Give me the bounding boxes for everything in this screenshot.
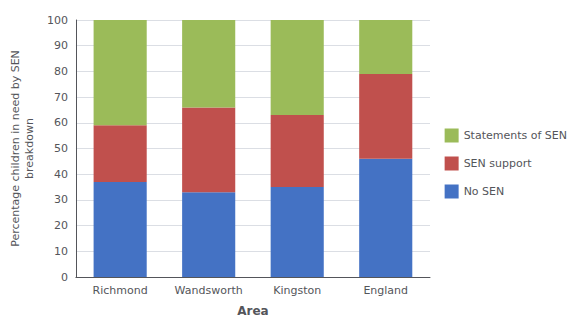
svg-text:Percentage children in need by: Percentage children in need by SEN — [9, 50, 22, 247]
svg-text:Wandsworth: Wandsworth — [175, 284, 243, 297]
svg-text:breakdown: breakdown — [23, 118, 36, 179]
svg-text:Richmond: Richmond — [93, 284, 148, 297]
svg-text:30: 30 — [54, 193, 68, 206]
svg-text:SEN support: SEN support — [464, 157, 533, 170]
svg-text:20: 20 — [54, 219, 68, 232]
svg-text:England: England — [363, 284, 408, 297]
svg-text:100: 100 — [47, 14, 68, 27]
svg-text:40: 40 — [54, 168, 68, 181]
svg-text:90: 90 — [54, 39, 68, 52]
svg-text:Kingston: Kingston — [273, 284, 321, 297]
svg-text:10: 10 — [54, 245, 68, 258]
svg-text:70: 70 — [54, 91, 68, 104]
svg-text:No SEN: No SEN — [464, 185, 505, 198]
svg-text:60: 60 — [54, 116, 68, 129]
svg-text:Area: Area — [237, 304, 268, 318]
svg-text:50: 50 — [54, 142, 68, 155]
svg-text:80: 80 — [54, 65, 68, 78]
svg-text:0: 0 — [61, 271, 68, 284]
svg-text:Statements of SEN: Statements of SEN — [464, 129, 567, 142]
